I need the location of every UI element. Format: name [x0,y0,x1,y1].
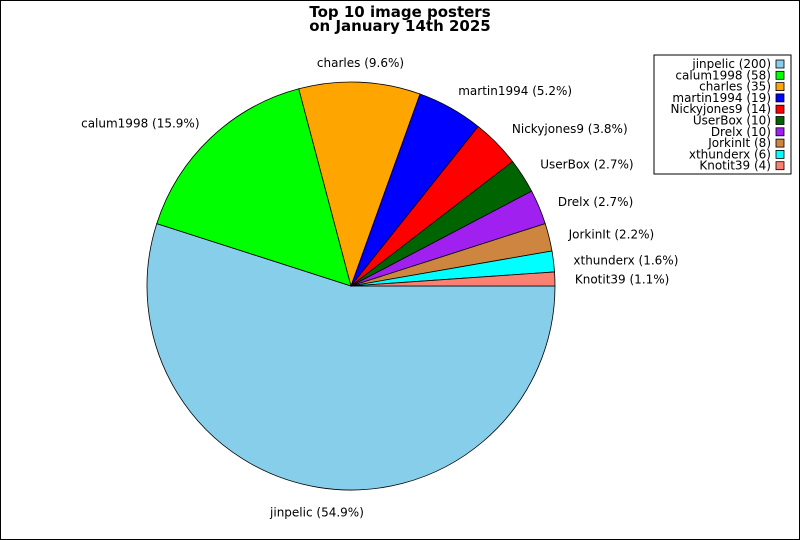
pie-label-jorkinit: JorkinIt (2.2%) [568,227,655,241]
legend-label-nickyjones9: Nickyjones9 (14) [670,102,771,116]
legend-swatch-jorkinit [775,138,785,148]
pie-slice-charles [298,81,421,288]
chart-title-line-2: on January 14th 2025 [309,17,490,35]
legend-swatch-drelx [775,127,785,137]
legend-label-martin1994: martin1994 (19) [672,91,771,105]
pie-label-martin1994: martin1994 (5.2%) [458,84,572,98]
legend-label-knotit39: Knotit39 (4) [699,159,771,173]
pie-label-calum1998: calum1998 (15.9%) [81,116,199,130]
pie-label-xthunderx: xthunderx (1.6%) [573,253,678,267]
legend-label-jinpelic: jinpelic (200) [691,57,771,71]
pie-slice-knotit39 [350,271,556,287]
legend-swatch-xthunderx [775,149,785,159]
legend-label-jorkinit: JorkinIt (8) [707,136,771,150]
pie-slice-calum1998 [156,88,352,287]
pie-slices [146,81,556,491]
legend-swatch-charles [775,82,785,91]
pie-slice-jinpelic [146,223,556,491]
legend-label-userbox: UserBox (10) [693,114,771,128]
legend-swatch-userbox [775,116,785,125]
legend-label-charles: charles (35) [699,80,771,94]
pie-label-jinpelic: jinpelic (54.9%) [269,505,364,519]
chart-title: Top 10 image posters on January 14th 202… [309,3,490,35]
pie-slice-labels: jinpelic (54.9%) calum1998 (15.9%) charles… [81,56,678,519]
pie-label-drelx: Drelx (2.7%) [558,195,633,209]
legend-label-xthunderx: xthunderx (6) [689,147,771,161]
legend-swatch-knotit39 [775,161,785,171]
legend-swatch-nickyjones9 [775,104,785,114]
legend-swatch-martin1994 [775,93,785,103]
legend: jinpelic (200)calum1998 (58)charles (35)… [653,54,792,175]
chart-title-line-1: Top 10 image posters [309,3,490,21]
legend-label-calum1998: calum1998 (58) [675,68,771,82]
pie-label-nickyjones9: Nickyjones9 (3.8%) [512,122,628,136]
legend-label-drelx: Drelx (10) [711,125,771,139]
pie-label-charles: charles (9.6%) [317,56,404,70]
pie-label-knotit39: Knotit39 (1.1%) [575,272,670,286]
legend-box [653,54,792,175]
legend-swatch-calum1998 [775,70,785,80]
pie-label-userbox: UserBox (2.7%) [540,157,633,171]
legend-swatch-jinpelic [775,59,785,69]
